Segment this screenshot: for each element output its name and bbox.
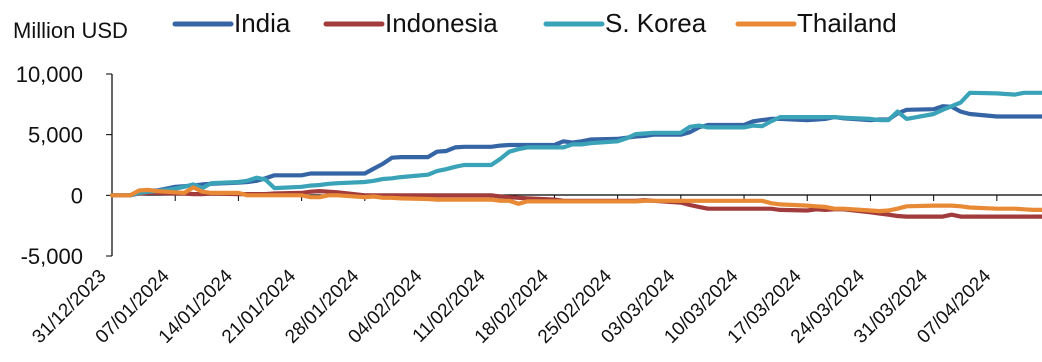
y-tick-label: -5,000 [21,244,83,269]
series-line-s-korea [109,90,1042,198]
legend-label-thailand: Thailand [797,8,897,38]
legend-label-s-korea: S. Korea [605,8,707,38]
series-line-india [109,104,1042,198]
y-tick-label: 5,000 [28,123,83,148]
y-tick-label: 0 [71,183,83,208]
legend-label-indonesia: Indonesia [385,8,498,38]
series-line-thailand [109,185,1042,214]
axes-layer: -5,00005,00010,00031/12/202307/01/202414… [16,62,1042,348]
legend: India Indonesia S. Korea Thailand [172,8,897,38]
y-axis-title: Million USD [13,18,128,43]
legend-label-india: India [234,8,291,38]
series-layer [109,90,1042,219]
y-tick-label: 10,000 [16,62,83,87]
